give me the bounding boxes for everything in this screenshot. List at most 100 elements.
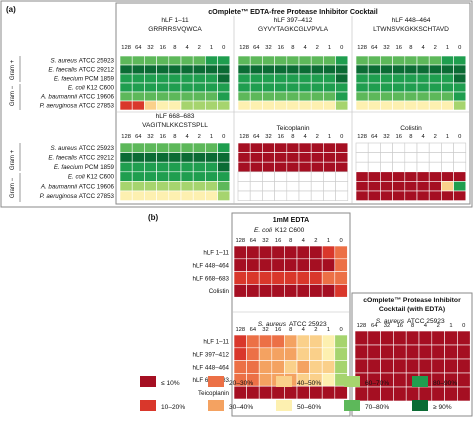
legend-swatch (140, 376, 156, 387)
heatmap-cell (156, 55, 170, 66)
heatmap-cell (428, 171, 442, 182)
heatmap-cell (156, 171, 170, 182)
heatmap-cell (367, 55, 381, 66)
heatmap-cell (249, 64, 263, 75)
heatmap-cell (404, 100, 418, 111)
x-tick-label: 128 (235, 238, 245, 244)
heatmap-cell (192, 64, 206, 75)
heatmap-cell (237, 142, 251, 153)
heatmap-cell (367, 161, 381, 173)
legend-swatch (412, 400, 428, 411)
heatmap-cell (416, 161, 430, 173)
heatmap-cell (335, 190, 349, 201)
heatmap-cell (298, 64, 312, 75)
heatmap-cell (258, 271, 273, 285)
heatmap-cell (354, 330, 369, 346)
heatmap-cell (441, 82, 454, 93)
heatmap-cell (441, 181, 454, 192)
x-tick-label: 0 (340, 134, 343, 140)
heatmap-cell (441, 171, 454, 182)
heatmap-cell (237, 100, 251, 111)
heatmap-cell (441, 190, 454, 201)
heatmap-cell (321, 284, 336, 298)
heatmap-cell (274, 55, 288, 66)
heatmap-cell (418, 344, 433, 360)
heatmap-cell (249, 142, 263, 153)
heatmap-cell (367, 82, 381, 93)
x-tick-label: 8 (291, 45, 294, 51)
heatmap-cell (323, 161, 336, 173)
heatmap-a2-sequence: GYVYTAGKCGLVPVLA (258, 26, 329, 33)
x-tick-label: 1 (210, 45, 213, 51)
heatmap-cell (405, 386, 420, 402)
x-tick-label: 64 (371, 45, 378, 51)
x-tick-label: 4 (421, 134, 425, 140)
legend-swatch (344, 376, 360, 387)
heatmap-cell (354, 386, 369, 402)
heatmap-cell (380, 55, 393, 66)
heatmap-cell (393, 386, 407, 402)
x-tick-label: 32 (262, 327, 268, 333)
heatmap-cell (156, 82, 170, 93)
heatmap-cell (205, 142, 218, 153)
heatmap-cell (309, 360, 323, 374)
heatmap-cell (217, 91, 231, 102)
heatmap-a4-title: hLF 668–683 (156, 113, 195, 120)
heatmap-cell (310, 100, 324, 111)
x-tick-label: 32 (147, 134, 153, 140)
heatmap-cell (355, 171, 369, 182)
heatmap-cell (271, 385, 285, 400)
legend-label: 50–60% (297, 404, 321, 411)
heatmap-cell (131, 64, 145, 75)
heatmap-cell (298, 161, 312, 173)
x-tick-label: 32 (383, 45, 389, 51)
heatmap-cell (180, 55, 194, 66)
heatmap-cell (392, 152, 406, 163)
legend-swatch (344, 400, 360, 411)
heatmap-cell (309, 258, 323, 272)
heatmap-cell (168, 142, 182, 153)
heatmap-cell (380, 152, 393, 163)
heatmap-a4-header: hLF 668–683 VAGITNLKKCSTSPLL (142, 113, 208, 129)
heatmap-cell (321, 385, 336, 400)
panel-a-title: cOmplete™ EDTA-free Protease Inhibitor C… (208, 7, 378, 16)
x-tick-label: 0 (340, 45, 343, 51)
heatmap-cell (237, 64, 251, 75)
x-tick-label: 16 (275, 327, 281, 333)
heatmap-cell (310, 91, 324, 102)
heatmap-cell (453, 100, 467, 111)
heatmap-cell (119, 171, 133, 182)
heatmap-cell (233, 245, 247, 260)
heatmap-cell (441, 91, 454, 102)
strain-label: E. coli K12 C600 (68, 84, 115, 91)
heatmap-cell (119, 152, 133, 163)
heatmap-cell (431, 386, 445, 402)
heatmap-cell (168, 82, 182, 93)
heatmap-cell (217, 55, 231, 66)
heatmap-a3-title: hLF 448–464 (392, 17, 431, 24)
heatmap-cell (334, 347, 348, 361)
gram-positive-label-2: Gram + (10, 149, 16, 170)
heatmap-cell (393, 344, 407, 360)
heatmap-edta-ecoli: 128 64 32 16 8 4 2 1 0 (233, 238, 348, 298)
heatmap-cell (180, 190, 194, 201)
heatmap-cell (355, 64, 369, 75)
x-tick-label: 8 (173, 134, 176, 140)
heatmap-cell (404, 171, 418, 182)
x-tick-label: 64 (371, 134, 378, 140)
heatmap-cell (355, 73, 369, 84)
heatmap-cell (274, 142, 288, 153)
heatmap-cell (284, 347, 298, 361)
legend-label: 30–40% (229, 404, 253, 411)
heatmap-cell (217, 190, 231, 201)
heatmap-cell (380, 181, 393, 192)
x-tick-label: 16 (395, 134, 401, 140)
heatmap-cell (405, 330, 420, 346)
heatmap-cell (205, 171, 218, 182)
heatmap-cell (249, 152, 263, 163)
heatmap-cell (310, 152, 324, 163)
heatmap-cell (416, 181, 430, 192)
panel-a-label: (a) (6, 5, 16, 14)
heatmap-cell (323, 171, 336, 182)
heatmap-cell (156, 100, 170, 111)
